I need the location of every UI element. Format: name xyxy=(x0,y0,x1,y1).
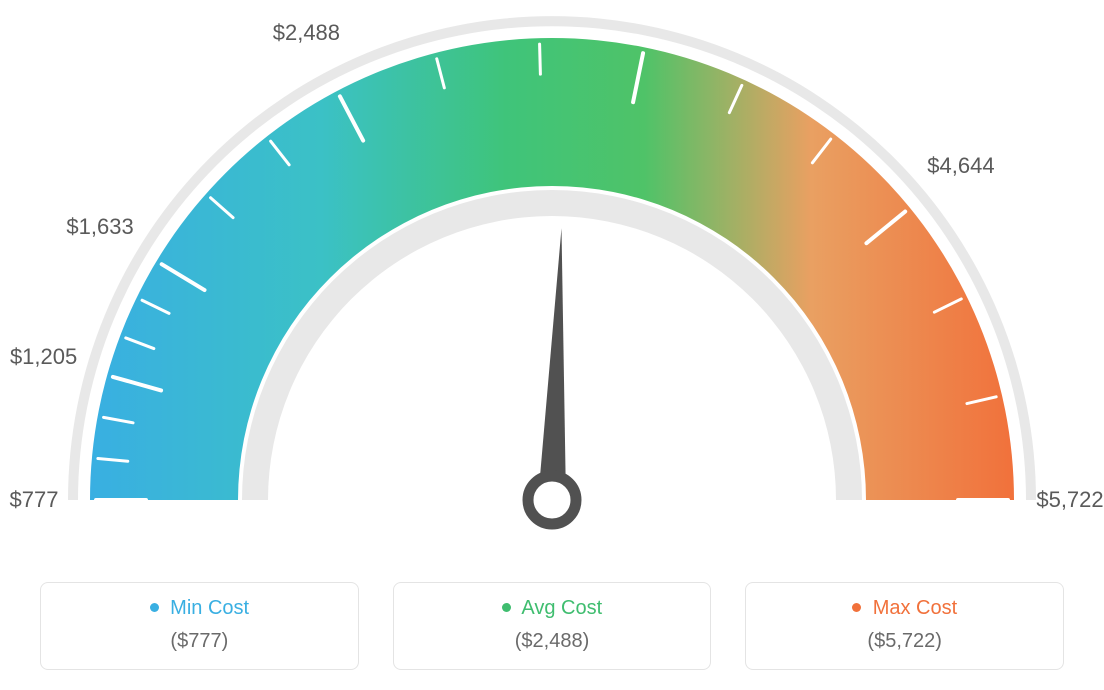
legend-title-label: Max Cost xyxy=(873,597,957,619)
legend-row: Min Cost ($777) Avg Cost ($2,488) Max Co… xyxy=(0,582,1104,670)
legend-title-label: Avg Cost xyxy=(521,597,602,619)
gauge-tick-label: $2,488 xyxy=(273,20,340,46)
gauge-svg xyxy=(0,0,1104,560)
legend-value-max: ($5,722) xyxy=(756,630,1053,653)
legend-title-avg: Avg Cost xyxy=(404,597,701,620)
legend-title-min: Min Cost xyxy=(51,597,348,620)
gauge-tick-label: $4,644 xyxy=(927,153,994,179)
gauge-tick-label: $1,633 xyxy=(66,214,133,240)
legend-card-min: Min Cost ($777) xyxy=(40,582,359,670)
dot-icon xyxy=(150,603,159,612)
legend-value-avg: ($2,488) xyxy=(404,630,701,653)
gauge-tick-label: $777 xyxy=(10,487,59,513)
gauge-tick-label: $1,205 xyxy=(10,344,77,370)
gauge-container: $777$1,205$1,633$2,488$3,566$4,644$5,722 xyxy=(0,0,1104,560)
legend-title-label: Min Cost xyxy=(170,597,249,619)
legend-value-min: ($777) xyxy=(51,630,348,653)
legend-card-max: Max Cost ($5,722) xyxy=(745,582,1064,670)
dot-icon xyxy=(502,603,511,612)
legend-title-max: Max Cost xyxy=(756,597,1053,620)
gauge-tick-label: $5,722 xyxy=(1036,487,1103,513)
dot-icon xyxy=(852,603,861,612)
legend-card-avg: Avg Cost ($2,488) xyxy=(393,582,712,670)
